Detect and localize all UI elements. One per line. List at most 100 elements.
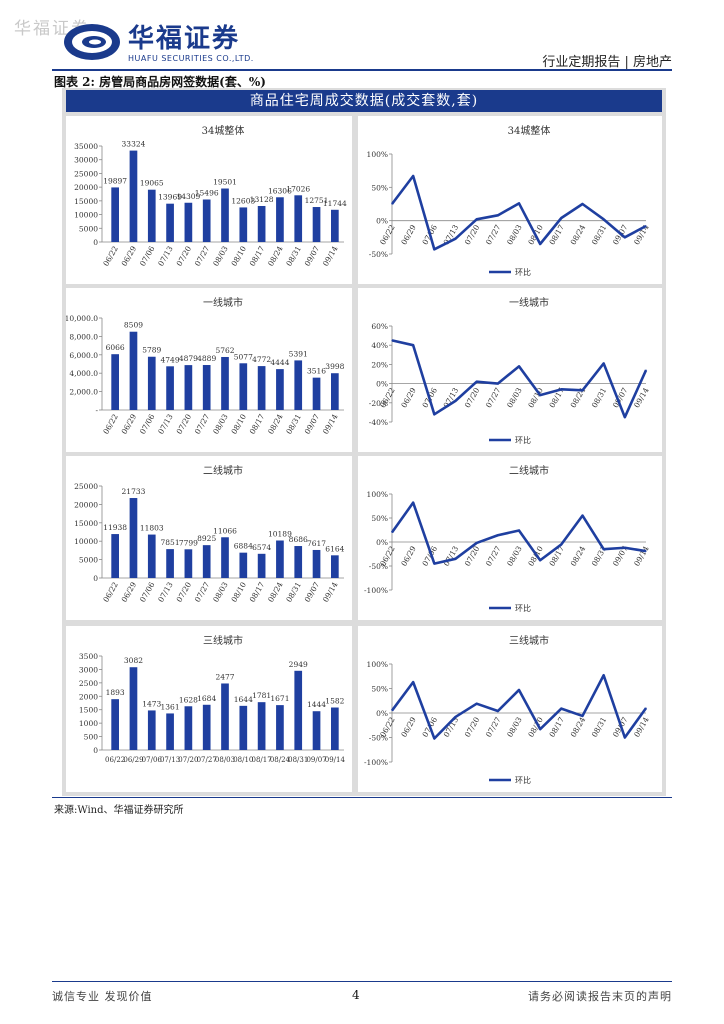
bar xyxy=(129,667,138,750)
bar xyxy=(166,366,174,410)
bar xyxy=(294,360,303,410)
bar-value-label: 1628 xyxy=(179,695,198,704)
bar-value-label: 11803 xyxy=(140,524,164,533)
bar-value-label: 21733 xyxy=(122,487,146,496)
y-tick-label: 2,000.0 xyxy=(69,388,98,397)
y-tick-label: 0 xyxy=(93,574,98,583)
legend-label: 环比 xyxy=(515,435,531,445)
data-point xyxy=(412,681,414,683)
bar xyxy=(221,356,229,410)
figure-title: 图表 2: 房管局商品房网签数据(套、%) xyxy=(54,75,266,89)
data-point xyxy=(560,217,562,219)
x-tick-label: 06/22 xyxy=(105,756,125,764)
data-point xyxy=(603,362,605,365)
bar-value-label: 1684 xyxy=(197,694,216,703)
bar-chart-svg: 一线城市 - 2,000.0 4,000.0 6,000.0 8,000.0 10,000.… xyxy=(66,296,345,436)
bar-value-label: 3998 xyxy=(325,362,344,371)
x-tick-label: 09/14 xyxy=(632,544,651,567)
y-tick-label: 3500 xyxy=(79,652,98,661)
bar-value-label: 11744 xyxy=(323,199,347,208)
series-line xyxy=(390,174,647,251)
y-tick-label: 6,000.0 xyxy=(69,351,98,360)
x-tick-label: 07/20 xyxy=(463,223,482,246)
y-tick-label: 50% xyxy=(371,183,388,192)
y-tick-label: 2000 xyxy=(79,692,98,701)
bar-value-label: 17026 xyxy=(286,184,310,193)
bar xyxy=(276,540,284,578)
bar xyxy=(111,354,119,410)
chart-tier2-bar: 二线城市 0 5000 10000 15000 20000 25000 11938 06/22 2… xyxy=(66,456,352,620)
bar xyxy=(331,373,339,410)
y-tick-label: 3000 xyxy=(79,665,98,674)
y-tick-label: -40% xyxy=(369,418,388,427)
x-tick-label: 08/31 xyxy=(284,413,303,436)
x-tick-label: 08/31 xyxy=(288,756,308,764)
data-point xyxy=(581,715,584,717)
x-tick-label: 08/24 xyxy=(266,244,285,267)
y-tick-label: 35000 xyxy=(74,142,98,151)
x-tick-label: 06/29 xyxy=(120,244,139,267)
bar-chart-svg: 二线城市 0 5000 10000 15000 20000 25000 11938 06/22 2… xyxy=(74,464,344,604)
data-point xyxy=(624,736,626,739)
x-tick-label: 06/22 xyxy=(378,715,397,738)
bar xyxy=(276,369,284,410)
header-divider xyxy=(52,69,672,71)
bar-value-label: 6066 xyxy=(106,343,125,352)
x-tick-label: 06/29 xyxy=(120,412,139,435)
data-point xyxy=(454,400,457,402)
x-tick-label: 09/14 xyxy=(321,412,340,435)
bar-value-label: 1671 xyxy=(270,694,289,703)
x-tick-label: 08/03 xyxy=(505,544,524,567)
chart-34-cities-line: 34城整体 100% 50% 0% -50% 06/22 06/29 07/06 07/13 07… xyxy=(358,116,662,284)
x-tick-label: 07/27 xyxy=(193,244,212,267)
x-tick-label: 07/27 xyxy=(197,756,217,764)
x-tick-label: 06/29 xyxy=(399,715,418,738)
data-point xyxy=(497,383,499,385)
bar xyxy=(184,549,193,578)
x-tick-label: 08/31 xyxy=(284,581,303,604)
bar-value-label: 8509 xyxy=(124,321,143,330)
chart-title: 二线城市 xyxy=(509,464,549,477)
x-tick-label: 07/13 xyxy=(156,244,175,267)
data-point xyxy=(497,710,499,712)
x-tick-label: 08/31 xyxy=(284,245,303,268)
bar xyxy=(147,189,156,242)
bar xyxy=(147,534,156,578)
x-tick-label: 08/03 xyxy=(211,244,230,267)
bar xyxy=(202,199,211,242)
bar-value-label: 7851 xyxy=(161,538,180,547)
y-tick-label: 100% xyxy=(367,660,388,669)
data-point xyxy=(476,542,478,544)
y-tick-label: 20000 xyxy=(74,183,98,192)
y-tick-label: 25000 xyxy=(74,169,98,178)
y-tick-label: 4,000.0 xyxy=(69,369,98,378)
data-point xyxy=(497,214,499,216)
bar xyxy=(166,203,174,242)
x-tick-label: 06/22 xyxy=(101,580,120,603)
source-note: 来源:Wind、华福证券研究所 xyxy=(54,805,184,816)
chart-title: 34城整体 xyxy=(508,124,551,137)
chart-title: 三线城市 xyxy=(203,634,243,647)
bar-chart-svg: 三线城市 0 500 1000 1500 2000 2500 3000 3500 1893 06/2… xyxy=(79,634,346,764)
y-tick-label: 1500 xyxy=(79,706,98,715)
y-tick-label: 20000 xyxy=(74,500,98,509)
legend-label: 环比 xyxy=(515,267,531,277)
x-tick-label: 08/03 xyxy=(505,223,524,246)
bar xyxy=(202,545,211,578)
bar-value-label: 1444 xyxy=(307,700,326,709)
data-point xyxy=(391,339,393,341)
y-tick-label: - xyxy=(95,406,98,415)
x-tick-label: 08/03 xyxy=(505,715,524,738)
x-tick-label: 07/13 xyxy=(160,756,180,764)
x-tick-label: 07/20 xyxy=(175,580,194,603)
data-point xyxy=(518,365,520,367)
bar-value-label: 19065 xyxy=(140,179,164,188)
footer-disclaimer: 请务必阅读报告末页的声明 xyxy=(528,990,672,1003)
bar xyxy=(129,498,138,578)
y-tick-label: 100% xyxy=(367,150,388,159)
data-point xyxy=(497,534,499,536)
x-tick-label: 08/17 xyxy=(252,756,272,764)
y-tick-label: 10000 xyxy=(74,537,98,546)
